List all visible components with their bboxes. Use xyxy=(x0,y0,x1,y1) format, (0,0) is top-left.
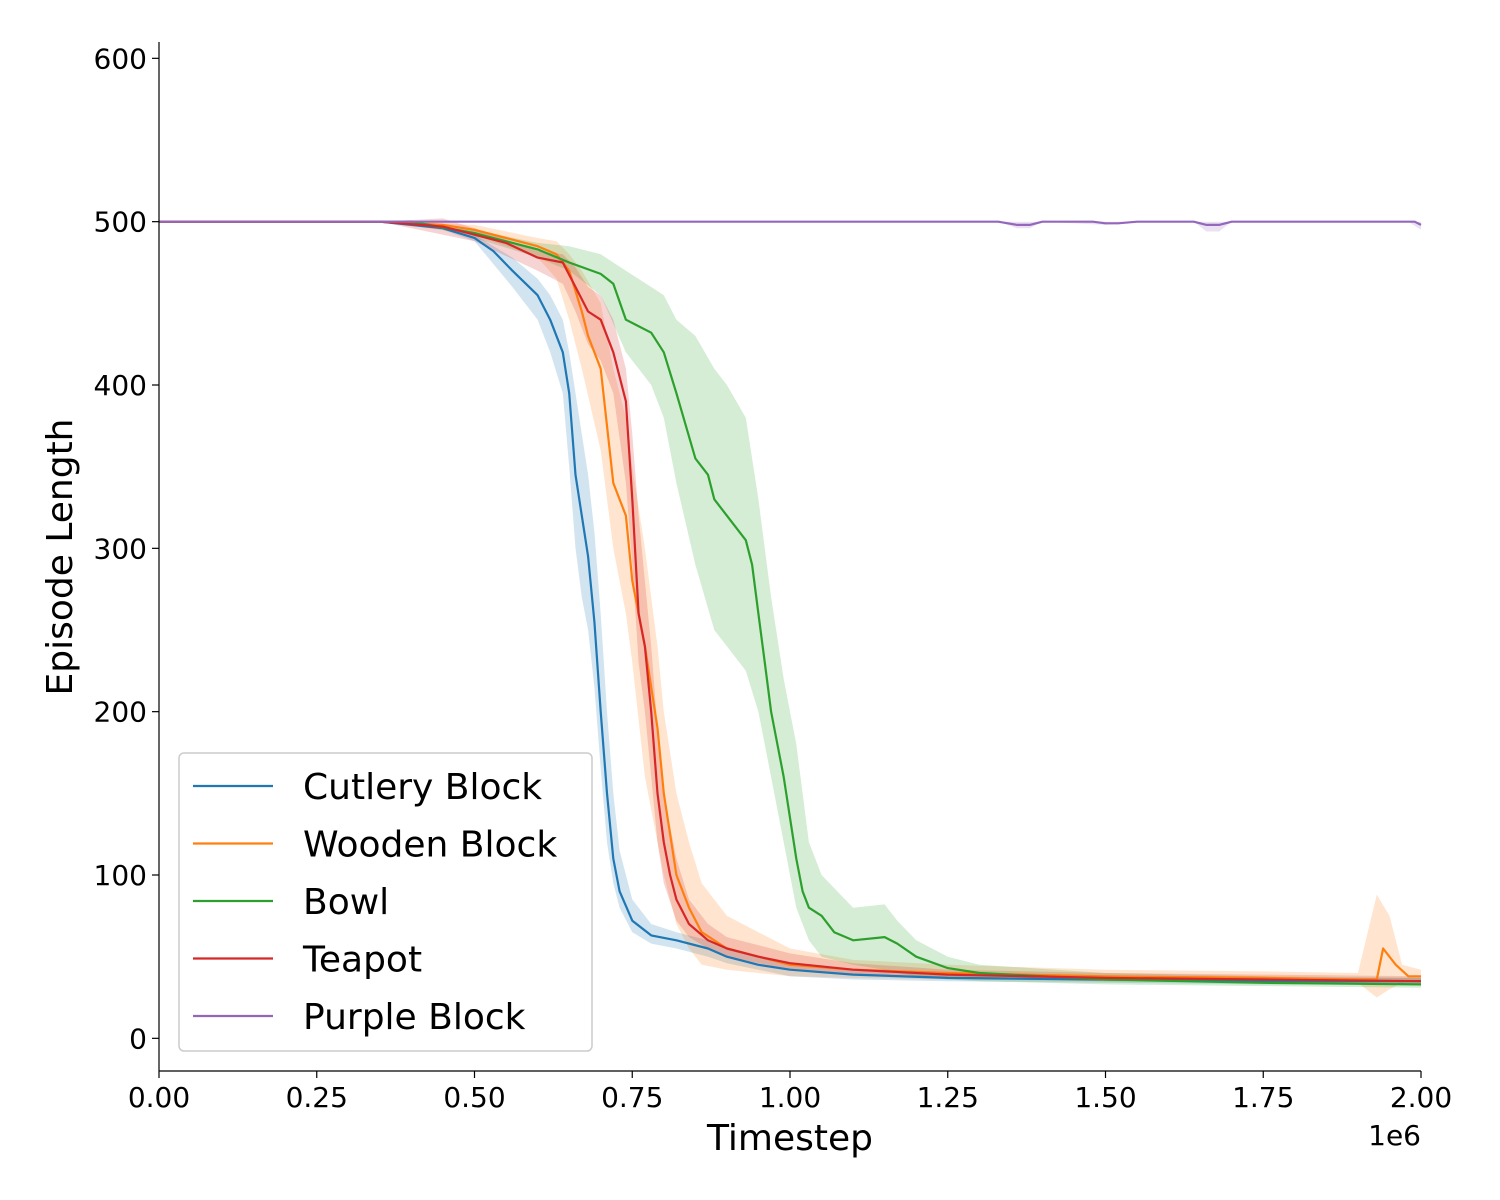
x-tick-label: 0.00 xyxy=(128,1081,190,1114)
legend-label-purple-block: Purple Block xyxy=(303,997,526,1038)
line-teapot xyxy=(159,220,1422,983)
legend-label-teapot: Teapot xyxy=(302,940,422,981)
x-tick-label: 1.25 xyxy=(917,1081,979,1114)
legend-label-cutlery-block: Cutlery Block xyxy=(303,767,542,808)
x-tick-label: 1.00 xyxy=(759,1081,821,1114)
x-tick-label: 1.50 xyxy=(1074,1081,1136,1114)
line-cutlery-block xyxy=(159,220,1421,983)
series-lines xyxy=(159,220,1422,986)
line-wooden-block xyxy=(159,220,1421,981)
x-tick-label: 1.75 xyxy=(1232,1081,1294,1114)
x-offset-label: 1e6 xyxy=(1368,1119,1421,1152)
y-ticks: 0 100 200 300 400 500 600 xyxy=(94,42,159,1055)
x-tick-label: 2.00 xyxy=(1390,1081,1452,1114)
x-axis-label: Timestep xyxy=(706,1118,873,1159)
x-tick-label: 0.50 xyxy=(443,1081,505,1114)
y-tick-label: 500 xyxy=(94,206,147,239)
legend-box xyxy=(178,752,593,1052)
x-tick-label: 0.75 xyxy=(601,1081,663,1114)
line-purple-block xyxy=(159,220,1422,226)
band-bowl xyxy=(159,221,1421,988)
legend: Cutlery Block Wooden Block Bowl Teapot Purpl… xyxy=(178,752,593,1052)
y-tick-label: 100 xyxy=(94,859,147,892)
legend-label-bowl: Bowl xyxy=(303,882,389,923)
band-purple-block xyxy=(159,221,1421,232)
y-tick-label: 200 xyxy=(94,696,147,729)
y-tick-label: 600 xyxy=(94,42,147,75)
y-tick-label: 0 xyxy=(129,1022,147,1055)
y-tick-label: 300 xyxy=(94,532,147,565)
y-tick-label: 400 xyxy=(94,369,147,402)
legend-label-wooden-block: Wooden Block xyxy=(303,825,557,866)
y-axis-label: Episode Length xyxy=(40,419,81,696)
x-ticks: 0.00 0.25 0.50 0.75 1.00 1.25 1.50 1.75 2.00 xyxy=(128,1071,1452,1114)
line-bowl xyxy=(159,220,1422,986)
x-tick-label: 0.25 xyxy=(286,1081,348,1114)
